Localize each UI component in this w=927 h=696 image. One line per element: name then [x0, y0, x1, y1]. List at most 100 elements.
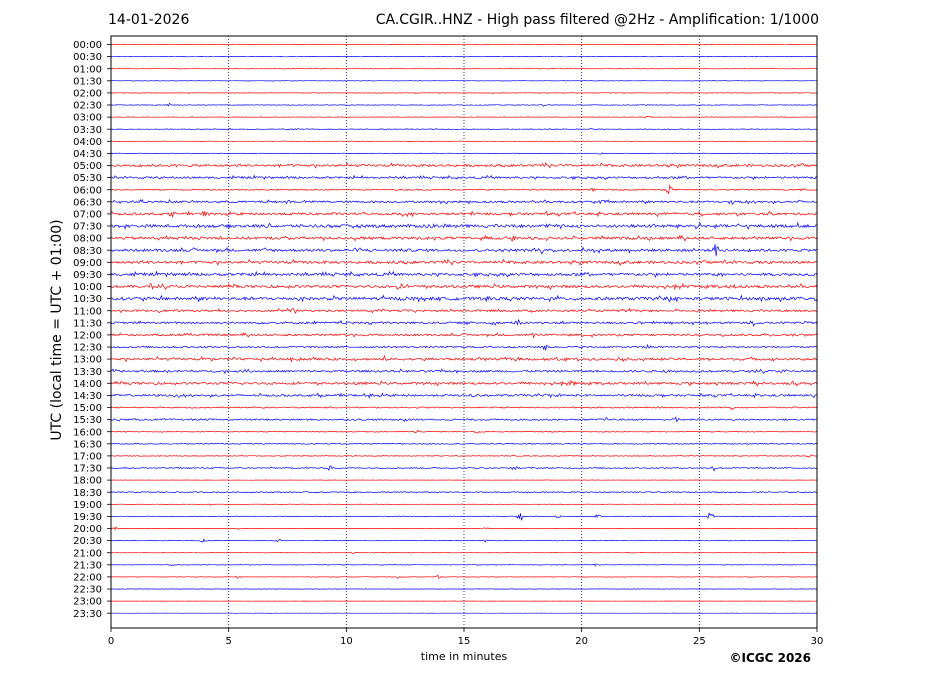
y-tick-label: 15:00: [73, 403, 102, 414]
trace-1030: [110, 294, 818, 303]
trace-1130: [110, 318, 818, 327]
y-tick-label: 22:30: [73, 585, 102, 596]
y-tick-label: 16:00: [73, 427, 102, 438]
y-tick-label: 03:30: [73, 125, 102, 136]
y-tick-label: 23:00: [73, 597, 102, 608]
trace-0700: [110, 210, 818, 218]
x-tick-label: 20: [575, 636, 588, 647]
y-tick-label: 09:00: [73, 258, 102, 269]
trace-2200: [110, 574, 818, 579]
trace-1400: [110, 379, 818, 387]
x-axis: 0 5 10 15 20 25 30: [108, 628, 824, 647]
trace-0530: [110, 174, 818, 181]
y-tick-label: 02:00: [73, 89, 102, 100]
trace-1500: [110, 406, 818, 410]
x-tick-label: 25: [693, 636, 706, 647]
trace-2030: [111, 538, 818, 543]
trace-2000: [110, 526, 818, 531]
y-tick-label: 04:00: [73, 137, 102, 148]
trace-0230: [110, 102, 818, 107]
x-tick-label: 10: [340, 636, 353, 647]
trace-0900: [110, 258, 818, 266]
copyright-label: ©ICGC 2026: [729, 651, 811, 665]
y-tick-label: 18:00: [73, 476, 102, 487]
y-tick-label: 15:30: [73, 415, 102, 426]
trace-1000: [110, 282, 818, 291]
y-tick-label: 13:00: [73, 355, 102, 366]
trace-0600: [110, 184, 818, 195]
chart-title: CA.CGIR..HNZ - High pass filtered @2Hz -…: [375, 12, 819, 28]
trace-0730: [110, 221, 818, 230]
trace-1600: [110, 429, 818, 434]
trace-1230: [110, 343, 818, 351]
x-axis-label: time in minutes: [420, 650, 508, 663]
y-tick-label: 05:00: [73, 161, 102, 172]
y-tick-label: 14:30: [73, 391, 102, 402]
y-tick-label: 21:30: [73, 560, 102, 571]
trace-1530: [110, 416, 818, 423]
trace-0800: [110, 234, 818, 242]
y-tick-label: 01:00: [73, 64, 102, 75]
y-tick-label: 21:00: [73, 548, 102, 559]
y-tick-label: 19:30: [73, 512, 102, 523]
y-tick-label: 19:00: [73, 500, 102, 511]
y-tick-label: 09:30: [73, 270, 102, 281]
trace-0630: [110, 198, 818, 205]
y-tick-label: 12:00: [73, 331, 102, 342]
x-tick-label: 5: [225, 636, 231, 647]
trace-0400: [110, 140, 818, 143]
x-tick-label: 30: [811, 636, 824, 647]
y-tick-label: 07:30: [73, 222, 102, 233]
y-axis-label: UTC (local time = UTC + 01:00): [49, 219, 65, 441]
y-tick-label: 07:00: [73, 210, 102, 221]
plot-frame: [110, 35, 818, 629]
trace-1930: [110, 512, 817, 521]
trace-1830: [110, 491, 818, 494]
seismic-traces: [110, 43, 818, 614]
y-tick-label: 00:30: [73, 52, 102, 63]
trace-1900: [110, 503, 818, 506]
x-tick-label: 0: [108, 636, 114, 647]
trace-1730: [110, 465, 818, 472]
y-tick-label: 18:30: [73, 488, 102, 499]
trace-1300: [110, 354, 818, 363]
trace-0300: [110, 115, 818, 118]
trace-1700: [110, 454, 818, 458]
y-tick-label: 20:30: [73, 536, 102, 547]
y-tick-label: 20:00: [73, 524, 102, 535]
trace-0000: [110, 43, 817, 46]
y-tick-label: 05:30: [73, 173, 102, 184]
y-tick-label: 08:00: [73, 234, 102, 245]
trace-2130: [110, 563, 817, 567]
trace-0930: [110, 270, 818, 278]
y-tick-label: 12:30: [73, 343, 102, 354]
trace-0330: [110, 127, 818, 131]
y-tick-label: 02:30: [73, 101, 102, 112]
y-tick-label: 14:00: [73, 379, 102, 390]
y-tick-label: 04:30: [73, 149, 102, 160]
vertical-grid: [228, 36, 700, 628]
y-tick-label: 10:30: [73, 294, 102, 305]
y-tick-label: 11:00: [73, 306, 102, 317]
trace-1200: [110, 332, 818, 339]
date-label: 14-01-2026: [108, 12, 190, 28]
trace-0430: [110, 152, 818, 155]
y-tick-label: 06:30: [73, 197, 102, 208]
x-tick-label: 15: [458, 636, 471, 647]
trace-0500: [110, 162, 818, 169]
trace-0830: [110, 244, 818, 257]
trace-2100: [110, 551, 818, 555]
y-tick-label: 17:00: [73, 452, 102, 463]
y-tick-label: 03:00: [73, 113, 102, 124]
y-tick-label: 17:30: [73, 464, 102, 475]
trace-1330: [110, 368, 817, 375]
y-tick-label: 08:30: [73, 246, 102, 257]
y-tick-label: 00:00: [73, 40, 102, 51]
y-tick-label: 23:30: [73, 609, 102, 620]
y-tick-label: 13:30: [73, 367, 102, 378]
y-tick-label: 06:00: [73, 185, 102, 196]
y-tick-label: 10:00: [73, 282, 102, 293]
y-tick-label: 16:30: [73, 439, 102, 450]
